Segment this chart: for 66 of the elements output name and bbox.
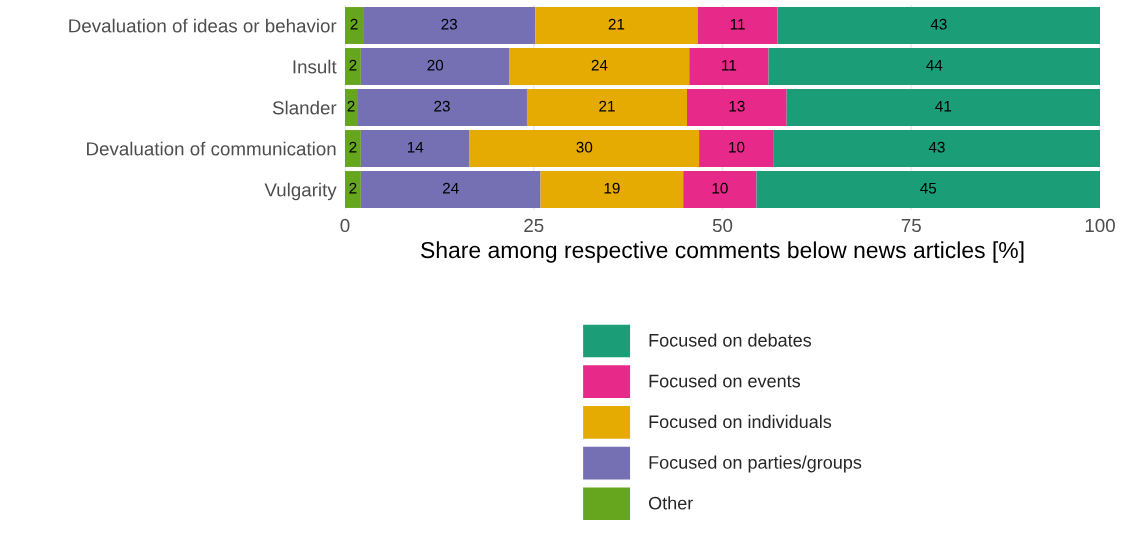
data-label: 20 [427,59,444,71]
legend-label: Focused on debates [649,333,812,347]
y-tick-label: Insult [293,59,337,74]
data-label: 2 [350,18,358,30]
bar [777,7,1100,44]
data-label: 2 [349,182,357,194]
x-tick-label: 75 [901,219,921,233]
bar [345,7,364,44]
data-label: 21 [608,18,625,30]
bar [345,130,361,167]
bar [360,130,470,167]
data-label: 19 [604,182,620,194]
data-label: 13 [729,100,745,112]
bar [786,89,1100,126]
data-label: 2 [347,100,355,112]
bar [756,171,1100,208]
bar [360,48,510,85]
data-label: 2 [349,59,357,71]
bar [689,48,769,85]
y-tick-label: Vulgarity [264,182,337,201]
bar [357,89,527,126]
bar [540,171,684,208]
bar [345,48,361,85]
data-label: 21 [599,100,615,112]
bar [683,171,757,208]
legend-label: Other [648,496,693,510]
legend-label: Focused on events [649,374,801,388]
bar [360,171,541,208]
bar [535,7,698,44]
data-label: 10 [712,182,728,194]
y-tick-label: Slander [272,100,337,115]
y-tick-label: Devaluation of ideas or behavior [69,18,337,33]
data-label: 43 [928,141,945,153]
bar [526,89,688,126]
bar [345,171,361,208]
bar [345,89,358,126]
legend-label: Focused on individuals [649,414,832,429]
bar [363,7,536,44]
data-label: 44 [926,59,943,71]
bar [697,7,778,44]
bar [773,130,1100,167]
data-label: 24 [442,182,459,194]
data-label: 14 [407,141,424,153]
legend-label: Focused on parties/groups [649,455,862,473]
y-tick-label: Devaluation of communication [87,141,336,156]
data-label: 30 [576,141,593,153]
bar [509,48,690,85]
data-label: 11 [730,18,745,30]
data-label: 43 [930,18,947,30]
x-tick-label: 25 [524,218,544,233]
data-label: 41 [935,100,952,112]
data-label: 23 [434,100,450,112]
bar [768,48,1100,85]
x-axis-title: Share among respective comments below news articles [%] [421,241,1024,263]
bar [469,130,700,167]
bar [699,130,774,167]
data-label: 2 [349,141,357,153]
data-label: 23 [441,18,458,30]
x-tick-label: 100 [1085,218,1115,233]
bar [687,89,787,126]
data-label: 10 [729,141,745,153]
x-tick-label: 0 [340,218,350,233]
data-label: 24 [591,59,608,71]
data-label: 11 [722,59,737,71]
data-label: 45 [920,182,937,194]
x-tick-label: 50 [712,218,733,233]
